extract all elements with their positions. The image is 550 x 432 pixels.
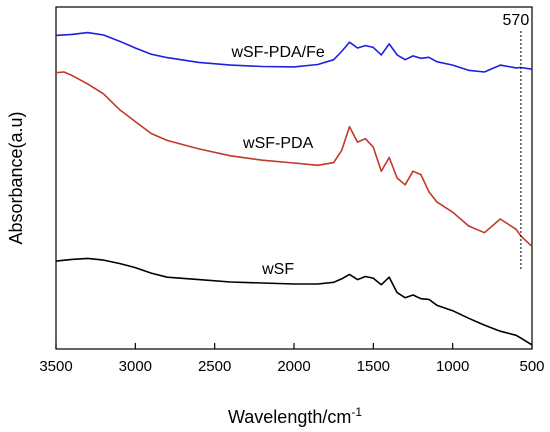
x-tick-label: 500 [519,358,544,375]
series-labels: wSF-PDA/Fe wSF-PDA wSF [230,44,324,278]
annotation-group: 570 [503,12,530,271]
x-tick-label: 2000 [277,358,310,375]
x-tick-label: 2500 [198,358,231,375]
series-lines [55,31,533,346]
x-tick-label: 1500 [357,358,390,375]
series-line-wsf [55,257,533,346]
annotation-label: 570 [503,12,530,29]
y-axis-title: Absorbance(a.u) [6,111,26,244]
x-axis-title-superscript: -1 [351,405,362,419]
x-tick-label: 3500 [39,358,72,375]
x-tick-label: 1000 [436,358,469,375]
series-label-wsf: wSF [261,261,294,278]
series-label-wsf-pda: wSF-PDA [242,135,314,152]
series-label-wsf-pda-fe: wSF-PDA/Fe [230,44,324,61]
x-tick-label: 3000 [119,358,152,375]
series-line-wsf-pda-fe [55,31,533,73]
x-axis-title: Wavelength/cm-1 [228,405,362,427]
series-line-wsf-pda [55,71,533,247]
x-axis-title-main: Wavelength/cm [228,407,351,427]
x-axis-ticks: 3500 3000 2500 2000 1500 1000 500 [39,343,545,375]
